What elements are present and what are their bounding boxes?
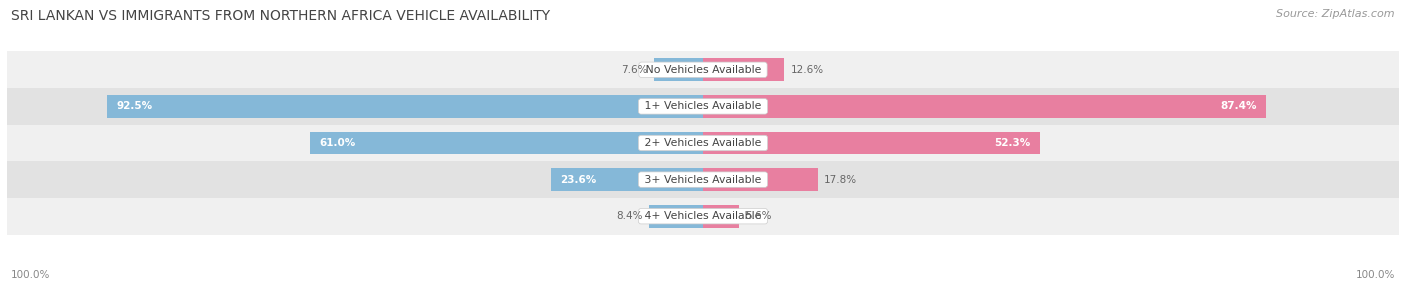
Text: No Vehicles Available: No Vehicles Available — [641, 65, 765, 75]
Bar — [551, 168, 703, 191]
Text: 17.8%: 17.8% — [824, 175, 858, 184]
Text: 3+ Vehicles Available: 3+ Vehicles Available — [641, 175, 765, 184]
Bar — [0, 88, 1406, 125]
Bar — [703, 58, 785, 81]
Bar — [654, 58, 703, 81]
Bar — [650, 205, 703, 228]
Text: 7.6%: 7.6% — [621, 65, 648, 75]
Bar — [703, 168, 818, 191]
Bar — [703, 132, 1040, 154]
Text: 87.4%: 87.4% — [1220, 102, 1257, 111]
Text: SRI LANKAN VS IMMIGRANTS FROM NORTHERN AFRICA VEHICLE AVAILABILITY: SRI LANKAN VS IMMIGRANTS FROM NORTHERN A… — [11, 9, 550, 23]
Text: 8.4%: 8.4% — [616, 211, 643, 221]
Text: 52.3%: 52.3% — [994, 138, 1031, 148]
Text: 23.6%: 23.6% — [561, 175, 596, 184]
Text: 92.5%: 92.5% — [117, 102, 153, 111]
Bar — [0, 161, 1406, 198]
Bar — [0, 51, 1406, 88]
Bar — [703, 205, 740, 228]
Text: Source: ZipAtlas.com: Source: ZipAtlas.com — [1277, 9, 1395, 19]
Text: 61.0%: 61.0% — [319, 138, 356, 148]
Text: 100.0%: 100.0% — [1355, 270, 1395, 280]
Text: 100.0%: 100.0% — [11, 270, 51, 280]
Text: 1+ Vehicles Available: 1+ Vehicles Available — [641, 102, 765, 111]
Bar — [703, 95, 1267, 118]
Bar — [0, 125, 1406, 161]
Bar — [0, 198, 1406, 235]
Text: 2+ Vehicles Available: 2+ Vehicles Available — [641, 138, 765, 148]
Bar — [107, 95, 703, 118]
Bar — [309, 132, 703, 154]
Text: 12.6%: 12.6% — [790, 65, 824, 75]
Text: 5.6%: 5.6% — [745, 211, 772, 221]
Text: 4+ Vehicles Available: 4+ Vehicles Available — [641, 211, 765, 221]
